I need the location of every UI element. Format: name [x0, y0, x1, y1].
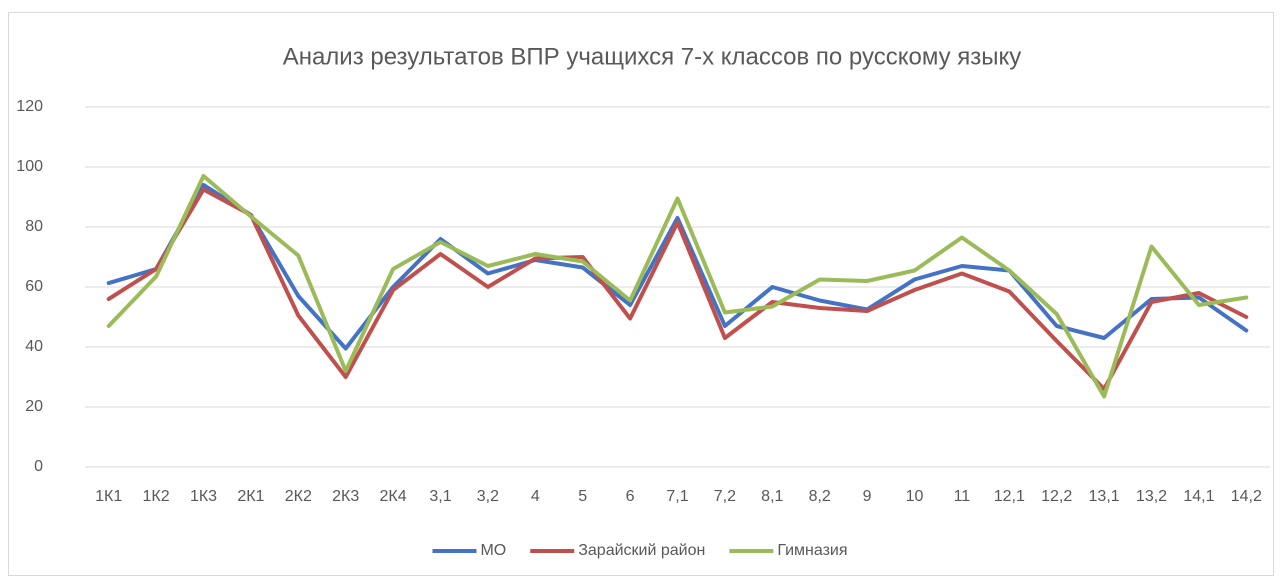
- x-tick-label: 14,2: [1231, 488, 1262, 505]
- x-tick-label: 1К3: [190, 488, 217, 505]
- x-tick-label: 8,1: [761, 488, 783, 505]
- x-tick-label: 3,1: [429, 488, 451, 505]
- x-tick-label: 6: [626, 488, 635, 505]
- series-line: [106, 183, 1249, 351]
- x-tick-label: 7,2: [714, 488, 736, 505]
- x-tick-label: 4: [531, 488, 540, 505]
- series-line: [106, 174, 1249, 399]
- chart-title: Анализ результатов ВПР учащихся 7-х клас…: [283, 43, 1022, 70]
- x-tick-label: 10: [906, 488, 924, 505]
- x-tick-label: 2К3: [332, 488, 359, 505]
- y-tick-label: 0: [34, 458, 43, 475]
- x-tick-label: 3,2: [477, 488, 499, 505]
- x-tick-label: 8,2: [809, 488, 831, 505]
- y-tick-label: 40: [25, 338, 43, 355]
- x-tick-label: 2К1: [237, 488, 264, 505]
- x-tick-label: 2К2: [285, 488, 312, 505]
- series-line: [106, 187, 1249, 391]
- x-tick-label: 12,2: [1041, 488, 1072, 505]
- y-tick-label: 100: [16, 158, 43, 175]
- y-tick-label: 60: [25, 278, 43, 295]
- x-tick-label: 14,1: [1183, 488, 1214, 505]
- legend-label: МО: [480, 542, 506, 559]
- x-tick-label: 7,1: [666, 488, 688, 505]
- x-tick-label: 1К1: [95, 488, 122, 505]
- y-tick-label: 80: [25, 218, 43, 235]
- x-tick-label: 13,2: [1136, 488, 1167, 505]
- x-tick-label: 2К4: [380, 488, 407, 505]
- x-tick-label: 13,1: [1089, 488, 1120, 505]
- x-tick-label: 5: [578, 488, 587, 505]
- x-tick-label: 1К2: [143, 488, 170, 505]
- y-tick-label: 20: [25, 398, 43, 415]
- x-tick-label: 9: [863, 488, 872, 505]
- y-tick-label: 120: [16, 98, 43, 115]
- x-tick-label: 12,1: [994, 488, 1025, 505]
- legend-label: Зарайский район: [578, 542, 705, 559]
- legend-label: Гимназия: [777, 542, 847, 559]
- x-tick-label: 11: [954, 488, 971, 505]
